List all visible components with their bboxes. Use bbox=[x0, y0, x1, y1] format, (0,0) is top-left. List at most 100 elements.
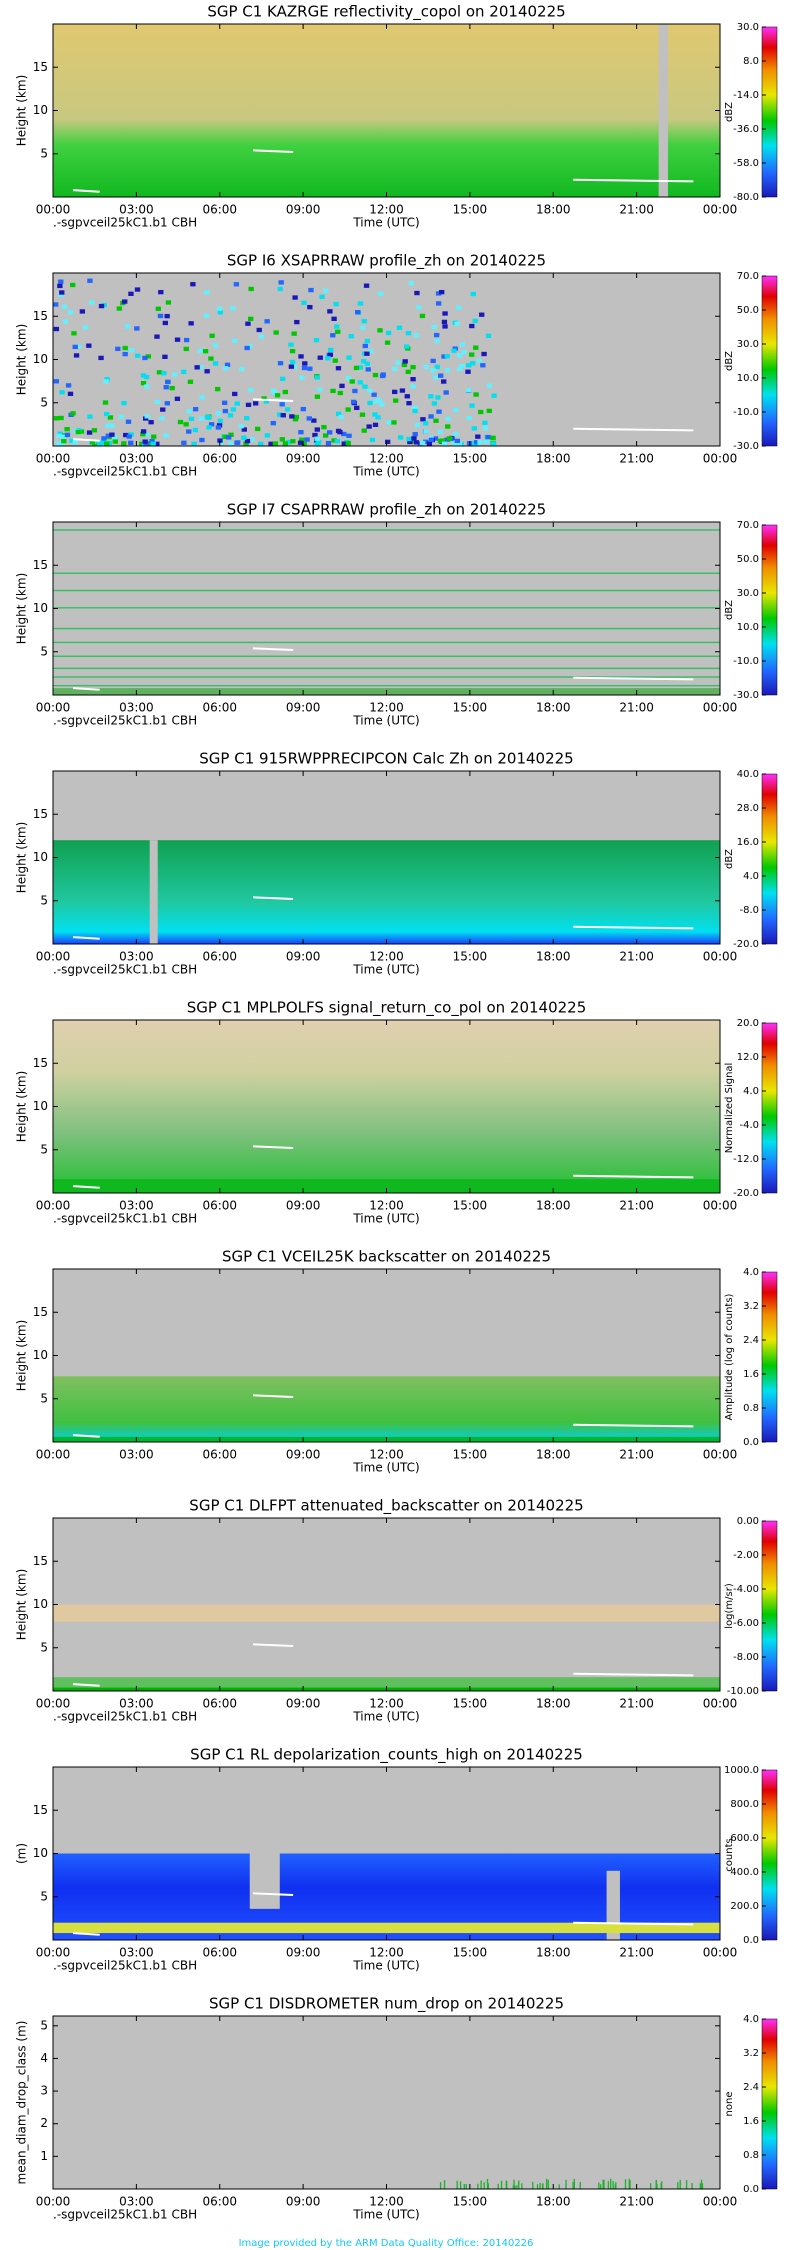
colorbar-label: dBZ bbox=[724, 351, 735, 371]
imagery-cell bbox=[451, 348, 457, 353]
imagery-cell bbox=[443, 2180, 446, 2189]
annotation: .-sgpvceil25kC1.b1 CBH bbox=[53, 1959, 197, 1973]
imagery-cell bbox=[443, 390, 449, 395]
imagery-cell bbox=[247, 387, 254, 393]
imagery-cell bbox=[204, 414, 211, 420]
annotation: .-sgpvceil25kC1.b1 CBH bbox=[53, 1212, 197, 1226]
imagery-cell bbox=[161, 371, 167, 376]
imagery-cell bbox=[516, 2185, 518, 2189]
imagery-cell bbox=[484, 439, 490, 444]
imagery-cell bbox=[252, 401, 259, 406]
x-tick-label: 15:00 bbox=[453, 2195, 488, 2209]
imagery-cell bbox=[337, 390, 343, 396]
imagery bbox=[439, 2178, 704, 2189]
imagery-cell bbox=[480, 2180, 482, 2189]
cbh-line bbox=[573, 427, 694, 432]
imagery-cell bbox=[403, 344, 410, 349]
x-tick-label: 03:00 bbox=[119, 950, 154, 964]
chart-title: SGP C1 DLFPT attenuated_backscatter on 2… bbox=[189, 1497, 583, 1516]
y-tick-label: 15 bbox=[33, 807, 48, 821]
imagery-cell bbox=[304, 437, 310, 442]
imagery-cell bbox=[469, 323, 475, 329]
colorbar-tick-label: 4.0 bbox=[743, 1086, 759, 1097]
imagery-cell bbox=[223, 366, 229, 371]
colorbar-tick-label: -2.00 bbox=[733, 1550, 759, 1561]
imagery-cell bbox=[470, 361, 476, 366]
colorbar-tick-label: -14.0 bbox=[733, 90, 759, 101]
imagery-cell bbox=[401, 362, 408, 368]
y-axis-label: Height (km) bbox=[15, 1569, 29, 1640]
imagery-cell bbox=[466, 363, 472, 368]
colorbar-tick-label: 50.0 bbox=[737, 554, 759, 565]
imagery-cell bbox=[143, 374, 150, 380]
imagery-cell bbox=[192, 427, 199, 433]
imagery-cell bbox=[174, 337, 181, 342]
colorbar bbox=[761, 275, 778, 447]
imagery-cell bbox=[98, 303, 105, 309]
imagery-cell bbox=[395, 360, 401, 365]
imagery-cell bbox=[126, 434, 132, 439]
imagery-cell bbox=[278, 280, 284, 285]
x-axis-label: Time (UTC) bbox=[352, 216, 419, 230]
y-tick-label: 5 bbox=[40, 1640, 48, 1654]
imagery-cell bbox=[446, 436, 453, 441]
x-axis-label: Time (UTC) bbox=[352, 1461, 419, 1475]
imagery-cell bbox=[206, 425, 212, 430]
y-tick-label: 10 bbox=[33, 1597, 48, 1611]
imagery-cell bbox=[441, 379, 447, 384]
colorbar-tick-label: -10.00 bbox=[727, 1686, 759, 1697]
colorbar-tick-label: 1.6 bbox=[743, 1369, 759, 1380]
imagery-cell bbox=[412, 432, 418, 437]
imagery-cell bbox=[154, 441, 160, 446]
imagery-cell bbox=[156, 370, 163, 375]
imagery-cell bbox=[190, 282, 196, 287]
imagery-cell bbox=[186, 409, 192, 414]
x-tick-label: 12:00 bbox=[369, 2195, 404, 2209]
imagery-cell bbox=[122, 351, 128, 357]
imagery-cell bbox=[233, 282, 240, 287]
x-tick-label: 12:00 bbox=[369, 1448, 404, 1462]
imagery-cell bbox=[273, 330, 279, 335]
imagery-cell bbox=[442, 311, 448, 316]
imagery-cell bbox=[423, 439, 429, 444]
imagery-cell bbox=[364, 361, 370, 366]
imagery-cell bbox=[261, 396, 267, 401]
imagery-cell bbox=[224, 362, 231, 367]
imagery-cell bbox=[53, 589, 720, 592]
imagery-cell bbox=[122, 299, 128, 304]
y-tick-label: 15 bbox=[33, 1056, 48, 1070]
imagery-cell bbox=[274, 393, 281, 398]
x-tick-label: 00:00 bbox=[703, 1946, 738, 1960]
plot-area bbox=[53, 273, 720, 446]
imagery-cell bbox=[247, 344, 253, 349]
imagery-cell bbox=[307, 366, 313, 371]
imagery-cell bbox=[367, 400, 373, 406]
imagery-cell bbox=[547, 2179, 549, 2189]
colorbar-tick-label: -80.0 bbox=[733, 192, 759, 203]
imagery-cell bbox=[216, 306, 223, 311]
imagery-cell bbox=[53, 416, 60, 421]
x-tick-label: 09:00 bbox=[286, 452, 321, 466]
y-axis-label: mean_diam_drop_class (m) bbox=[15, 2021, 29, 2185]
imagery-cell bbox=[372, 422, 379, 427]
imagery-cell bbox=[298, 430, 304, 435]
colorbar-label: dBZ bbox=[724, 849, 735, 869]
imagery-cell bbox=[70, 282, 76, 288]
imagery-cell bbox=[435, 291, 442, 296]
x-axis-label: Time (UTC) bbox=[352, 963, 419, 977]
imagery-cell bbox=[331, 438, 337, 443]
imagery-cell bbox=[372, 412, 378, 417]
chart-title: SGP C1 DISDROMETER num_drop on 20140225 bbox=[209, 1995, 564, 2014]
imagery-cell bbox=[435, 301, 442, 306]
imagery-cell bbox=[244, 345, 250, 351]
imagery-cell bbox=[327, 347, 334, 353]
y-tick-label: 2 bbox=[40, 2116, 48, 2130]
imagery-cell bbox=[311, 418, 317, 423]
cbh-line bbox=[72, 1683, 100, 1687]
colorbar-tick-label: 1000.0 bbox=[724, 1765, 759, 1776]
colorbar-tick-label: -20.0 bbox=[733, 1188, 759, 1199]
chart-title: SGP C1 RL depolarization_counts_high on … bbox=[190, 1746, 583, 1765]
imagery-cell bbox=[140, 373, 147, 378]
colorbar-tick-label: -6.00 bbox=[733, 1618, 759, 1629]
